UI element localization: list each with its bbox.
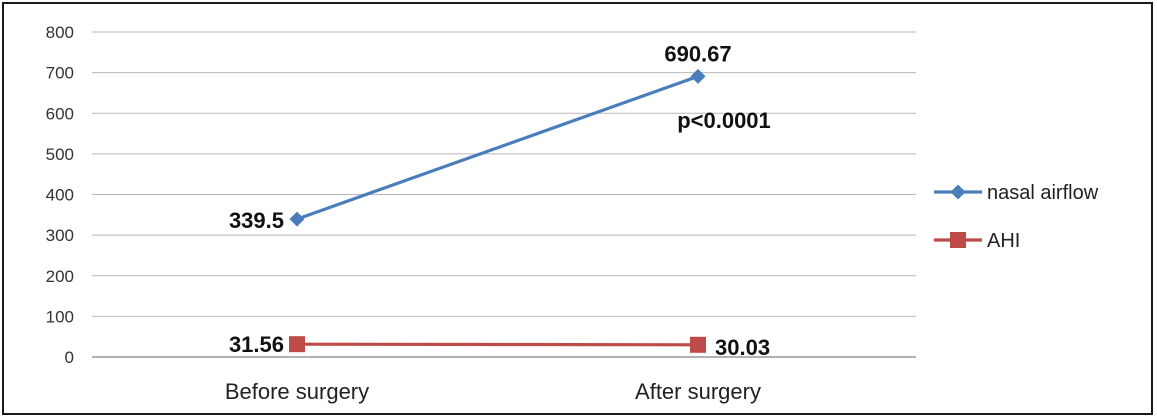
- series-line-nasal-airflow: [296, 74, 699, 221]
- y-tick-label-800: 800: [46, 23, 74, 42]
- y-tick-label-300: 300: [46, 226, 74, 245]
- marker-diamond-2: [690, 68, 706, 84]
- y-tick-label-500: 500: [46, 145, 74, 164]
- data-labels: 339.5 690.67 31.56 30.03: [229, 41, 770, 359]
- legend-marker-square: [950, 232, 966, 248]
- legend-marker-diamond: [950, 184, 966, 200]
- data-label-1-2: 690.67: [664, 41, 731, 66]
- y-axis-ticks: 0 100 200 300 400 500 600 700 800: [46, 23, 74, 367]
- series-line-ahi: [296, 342, 699, 347]
- series-lines: [289, 68, 706, 353]
- data-label-1-1: 339.5: [229, 208, 284, 233]
- y-tick-label-700: 700: [46, 64, 74, 83]
- y-tick-label-200: 200: [46, 267, 74, 286]
- x-category-label-2: After surgery: [635, 379, 761, 404]
- legend-label-1: nasal airflow: [987, 182, 1099, 204]
- y-tick-label-0: 0: [65, 348, 74, 367]
- marker-square-1: [289, 336, 305, 353]
- legend: nasal airflow AHI: [934, 182, 1099, 252]
- y-tick-label-600: 600: [46, 104, 74, 123]
- x-axis-categories: Before surgery After surgery: [225, 379, 761, 404]
- annotation-p-value: p<0.0001: [677, 108, 771, 133]
- data-label-2-1: 31.56: [229, 332, 284, 357]
- legend-label-2: AHI: [987, 230, 1020, 252]
- x-category-label-1: Before surgery: [225, 379, 369, 404]
- grid-lines: [92, 31, 916, 317]
- marker-diamond-1: [289, 211, 305, 227]
- data-label-2-2: 30.03: [715, 335, 770, 360]
- y-tick-label-400: 400: [46, 186, 74, 205]
- marker-square-2: [690, 336, 706, 353]
- y-tick-label-100: 100: [46, 307, 74, 326]
- annotations: p<0.0001: [677, 108, 771, 133]
